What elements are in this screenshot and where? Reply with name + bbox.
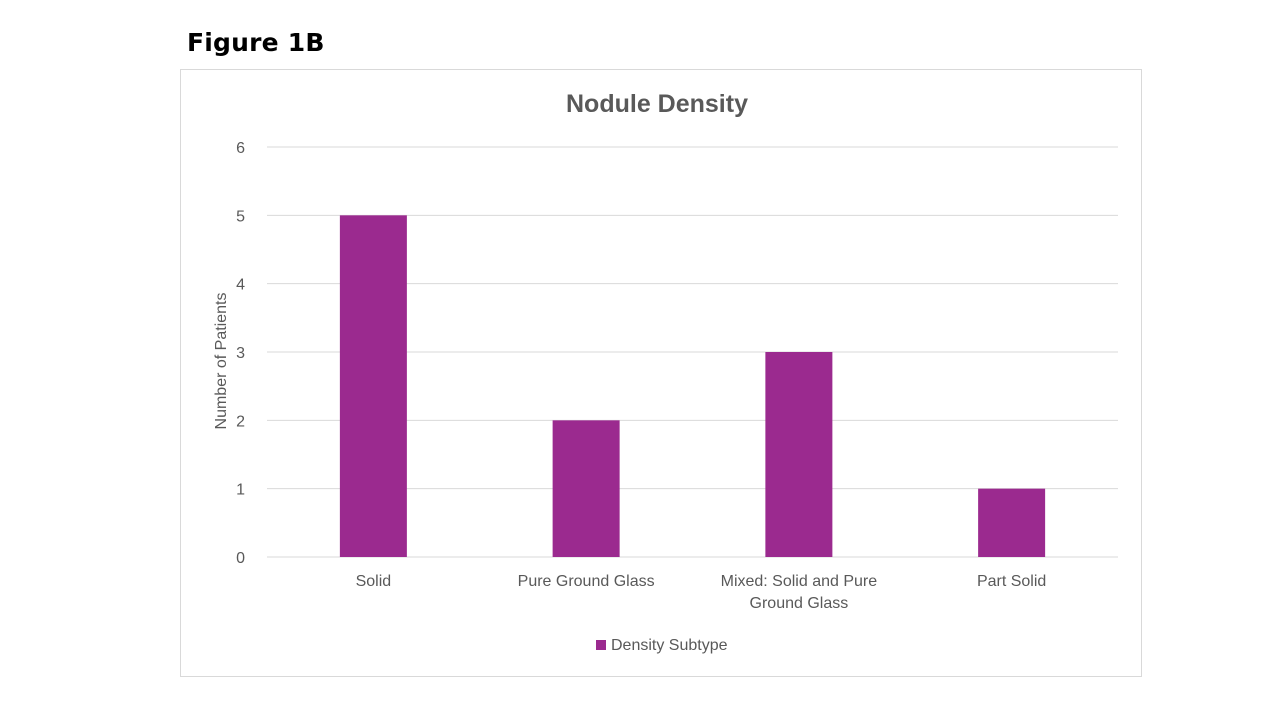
legend-swatch [596,640,606,650]
figure-label: Figure 1B [187,28,325,57]
y-tick-label: 1 [236,482,245,499]
y-tick-label: 4 [236,277,245,294]
legend: Density Subtype [596,637,728,654]
x-tick-label: Mixed: Solid and Pure Ground Glass [721,573,878,612]
y-tick-label: 5 [236,208,245,225]
bar-2 [765,352,833,557]
bars [339,215,1046,558]
gridlines [267,146,1118,558]
bar-1 [552,420,620,557]
bar-0 [339,215,407,558]
y-tick-label: 0 [236,550,245,567]
x-tick-label: Part Solid [977,573,1046,590]
x-tick-label: Solid [356,573,392,590]
x-tick-labels: Solid Pure Ground Glass Mixed: Solid and P… [356,573,1047,612]
y-tick-labels: 0 1 2 3 4 5 6 [236,140,245,567]
y-tick-label: 2 [236,413,245,430]
y-tick-label: 6 [236,140,245,157]
legend-label: Density Subtype [611,637,728,654]
y-tick-label: 3 [236,345,245,362]
bar-3 [978,488,1046,557]
x-tick-label: Pure Ground Glass [518,573,655,590]
chart-title: Nodule Density [566,90,748,118]
y-axis-label: Number of Patients [213,293,230,430]
